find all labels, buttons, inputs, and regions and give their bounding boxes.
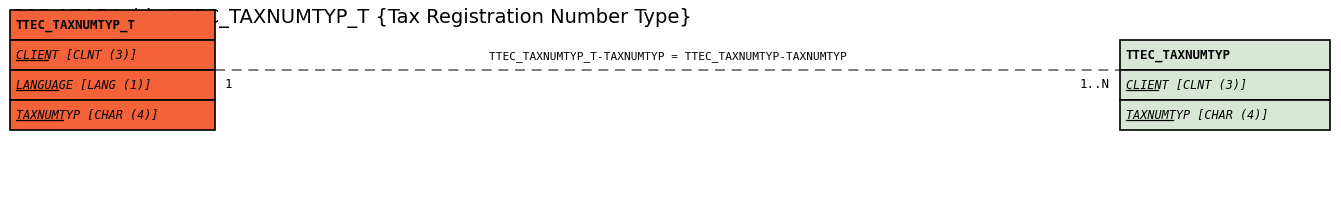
FancyBboxPatch shape bbox=[9, 40, 215, 70]
Text: TAXNUMTYP [CHAR (4)]: TAXNUMTYP [CHAR (4)] bbox=[16, 108, 158, 122]
Text: 1: 1 bbox=[225, 77, 232, 91]
Text: TTEC_TAXNUMTYP_T: TTEC_TAXNUMTYP_T bbox=[16, 19, 135, 31]
FancyBboxPatch shape bbox=[9, 10, 215, 40]
FancyBboxPatch shape bbox=[1120, 40, 1330, 70]
FancyBboxPatch shape bbox=[1120, 100, 1330, 130]
FancyBboxPatch shape bbox=[9, 70, 215, 100]
Text: LANGUAGE [LANG (1)]: LANGUAGE [LANG (1)] bbox=[16, 78, 152, 92]
FancyBboxPatch shape bbox=[9, 100, 215, 130]
Text: TTEC_TAXNUMTYP: TTEC_TAXNUMTYP bbox=[1126, 49, 1231, 61]
Text: TTEC_TAXNUMTYP_T-TAXNUMTYP = TTEC_TAXNUMTYP-TAXNUMTYP: TTEC_TAXNUMTYP_T-TAXNUMTYP = TTEC_TAXNUM… bbox=[488, 51, 846, 62]
FancyBboxPatch shape bbox=[1120, 70, 1330, 100]
Text: CLIENT [CLNT (3)]: CLIENT [CLNT (3)] bbox=[1126, 78, 1247, 92]
Text: TAXNUMTYP [CHAR (4)]: TAXNUMTYP [CHAR (4)] bbox=[1126, 108, 1269, 122]
Text: CLIENT [CLNT (3)]: CLIENT [CLNT (3)] bbox=[16, 49, 137, 61]
Text: 1..N: 1..N bbox=[1080, 77, 1110, 91]
Text: SAP ABAP table TTEC_TAXNUMTYP_T {Tax Registration Number Type}: SAP ABAP table TTEC_TAXNUMTYP_T {Tax Reg… bbox=[12, 8, 692, 28]
